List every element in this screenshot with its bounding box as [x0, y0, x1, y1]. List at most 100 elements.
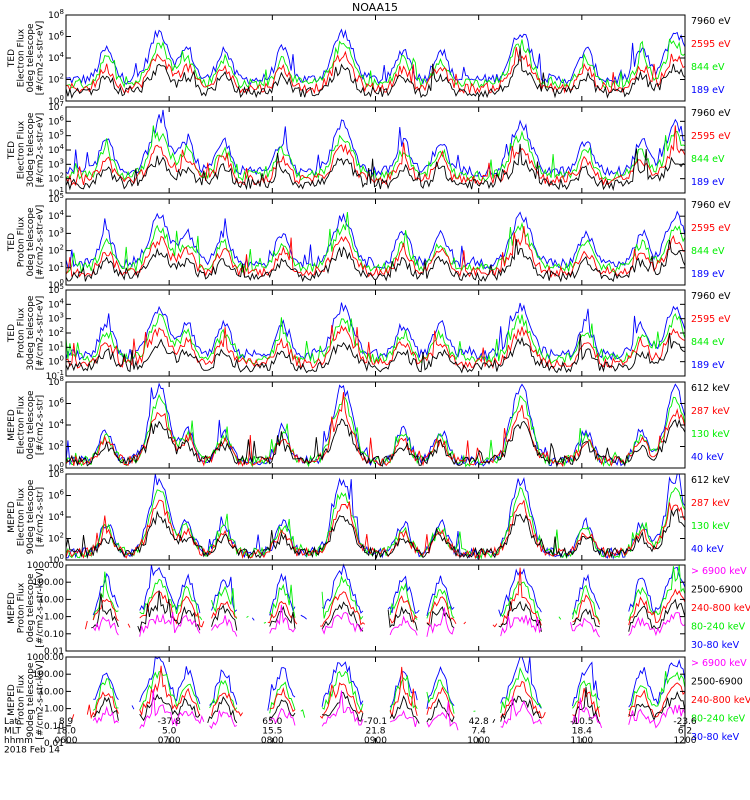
- x-tick-label-mlt: 21.8: [365, 727, 385, 737]
- legend-entry: 2500-6900: [691, 585, 743, 596]
- y-axis-label-line: TED: [7, 233, 17, 252]
- y-tick-label: 102: [48, 73, 64, 86]
- x-tick-label-lat: -70.1: [364, 717, 387, 727]
- x-tick-label-hhmm: 0900: [364, 736, 387, 746]
- y-axis-label-line: Proton Flux: [17, 674, 27, 725]
- series-trace-green: [65, 486, 686, 560]
- y-axis-label: TED Proton Flux 30deg telescope [#/cm2-s-st…: [7, 295, 46, 370]
- y-axis-label-line: MEPED: [7, 501, 17, 533]
- y-axis-label-line: 0deg telescope: [26, 390, 36, 460]
- y-tick-label: 0.01: [44, 739, 64, 749]
- x-tick-label-mlt: 18.4: [572, 727, 592, 737]
- series-trace-green: [65, 38, 686, 90]
- y-axis-label-line: Proton Flux: [17, 582, 27, 633]
- series-trace-black: [92, 686, 686, 725]
- y-axis-label-line: TED: [7, 49, 17, 68]
- y-axis-label-line: Proton Flux: [17, 216, 27, 267]
- x-tick-label-hhmm: 0800: [261, 736, 284, 746]
- legend-entry: 844 eV: [691, 154, 725, 165]
- y-axis-label-line: TED: [7, 141, 17, 160]
- legend-entry: 80-240 keV: [691, 622, 746, 633]
- x-tick-label-mlt: 5.0: [162, 727, 177, 737]
- y-tick-label: 102: [48, 244, 64, 257]
- y-axis-label-line: Electron Flux: [17, 487, 27, 546]
- y-tick-label: 0.10: [44, 722, 64, 732]
- y-tick-label: 102: [48, 532, 64, 545]
- legend-entry: 7960 eV: [691, 16, 731, 27]
- legend-entry: 287 keV: [691, 406, 730, 417]
- y-axis-label-line: [#/cm2-s-str-eV]: [36, 205, 46, 280]
- y-axis-label-line: Electron Flux: [17, 395, 27, 454]
- legend-entry: 612 keV: [691, 475, 730, 486]
- series-trace-blue: [65, 28, 686, 86]
- y-tick-label: 10.00: [38, 595, 64, 605]
- x-tick-label-mlt: 15.5: [262, 727, 282, 737]
- y-tick-label: 101: [48, 340, 64, 353]
- y-axis-label-line: 90deg telescope: [26, 479, 36, 554]
- series-trace-black: [65, 238, 686, 283]
- series-trace-green: [65, 393, 686, 468]
- legend-entry: 30-80 keV: [691, 640, 740, 651]
- x-tick-label-lat: 42.8: [469, 717, 489, 727]
- y-tick-label: 10.00: [38, 687, 64, 697]
- y-axis-label-line: [#/cm2-s-str-eV]: [36, 113, 46, 188]
- y-axis-label: TED Electron Flux 30deg telescope [#/cm2-s-…: [7, 112, 46, 187]
- series-trace-black: [65, 418, 686, 468]
- x-tick-label-mlt: 6.2: [678, 727, 692, 737]
- legend-entry: 7960 eV: [691, 291, 731, 302]
- y-axis-label-line: Electron Flux: [17, 28, 27, 87]
- legend-entry: 612 keV: [691, 383, 730, 394]
- y-axis-label-line: [#/cm2-s-str-keV]: [36, 660, 46, 739]
- series-trace-red: [65, 47, 686, 95]
- y-axis-label-line: [#/cm2-s-str-eV]: [36, 21, 46, 96]
- legend-entry: 844 eV: [691, 62, 725, 73]
- y-tick-label: 0.10: [44, 630, 64, 640]
- x-tick-label-lat: -10.5: [570, 717, 593, 727]
- x-tick-label-lat: 8.9: [59, 717, 74, 727]
- series-trace-green: [92, 564, 686, 624]
- y-axis-label-line: 0deg telescope: [26, 573, 36, 643]
- legend-entry: 2595 eV: [691, 131, 731, 142]
- series-trace-black: [65, 143, 686, 192]
- series-trace-green: [65, 312, 686, 365]
- y-tick-label: 1.00: [44, 705, 64, 715]
- y-axis-label: TED Proton Flux 0deg telescope [#/cm2-s-str…: [7, 205, 46, 280]
- x-tick-label-lat: 65.0: [262, 717, 282, 727]
- y-axis-label-line: [#/cm2-s-str]: [36, 487, 46, 547]
- y-tick-label: 104: [48, 51, 64, 64]
- x-axis-row-label: 2018 Feb 14: [4, 746, 60, 756]
- x-tick-label-lat: -37.8: [158, 717, 182, 727]
- y-tick-label: 105: [48, 129, 64, 142]
- legend-entry: 240-800 keV: [691, 603, 750, 614]
- y-tick-label: 101: [48, 261, 64, 274]
- y-axis-label-line: 30deg telescope: [26, 112, 36, 187]
- legend-entry: 40 keV: [691, 544, 724, 555]
- y-tick-label: 0.01: [44, 647, 64, 657]
- legend-entry: 189 eV: [691, 360, 725, 371]
- y-axis-label: MEPED Proton Flux 0deg telescope [#/cm2-s-s…: [7, 568, 46, 647]
- legend-entry: 30-80 keV: [691, 732, 740, 743]
- y-tick-label: 106: [48, 397, 64, 410]
- y-axis-label-line: [#/cm2-s-str]: [36, 395, 46, 455]
- y-axis-label-line: Proton Flux: [17, 307, 27, 358]
- y-axis-label-line: MEPED: [7, 592, 17, 624]
- series-trace-black: [65, 508, 686, 560]
- y-tick-label: 103: [48, 157, 64, 170]
- series-trace-black: [65, 332, 686, 374]
- legend-entry: 189 eV: [691, 85, 725, 96]
- y-tick-label: 104: [48, 510, 64, 523]
- y-tick-label: 103: [48, 312, 64, 325]
- series-trace-blue: [92, 563, 686, 621]
- y-tick-label: 1000.00: [27, 561, 64, 571]
- y-tick-label: 102: [48, 326, 64, 339]
- legend-entry: 240-800 keV: [691, 695, 750, 706]
- y-axis-label-line: MEPED: [7, 409, 17, 441]
- x-tick-label-mlt: 18.0: [56, 727, 76, 737]
- legend-entry: 189 eV: [691, 269, 725, 280]
